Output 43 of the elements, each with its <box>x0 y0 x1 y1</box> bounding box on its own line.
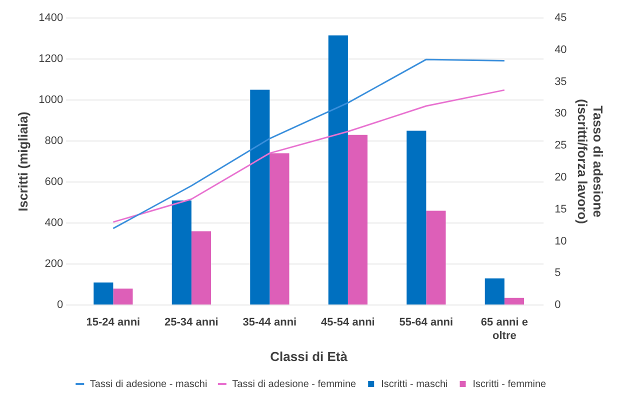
y-tick-label: 400 <box>44 217 64 230</box>
legend-label: Iscritti - femmine <box>472 378 547 390</box>
y-tick-label: 1000 <box>38 94 64 106</box>
y2-tick-label: 30 <box>554 108 567 120</box>
y-tick-label: 600 <box>44 176 64 188</box>
bar <box>172 200 192 304</box>
x-tick-label: 55-64 anni <box>399 316 454 329</box>
x-tick-label: 45-54 anni <box>321 316 375 329</box>
bar <box>406 130 426 304</box>
bar <box>191 231 212 304</box>
x-tick-label: 25-34 anni <box>164 316 218 329</box>
x-tick-label: 65 anni e oltre <box>480 316 528 342</box>
y2-tick-label: 5 <box>554 267 561 280</box>
y2-tick-label: 25 <box>554 140 567 152</box>
x-tick-label: 15-24 anni <box>86 316 140 329</box>
bar <box>328 35 348 304</box>
y2-axis-title: Tasso di adesione (iscritti/forza lavoro) <box>575 99 606 224</box>
bar <box>270 153 290 304</box>
legend-label: Iscritti - maschi <box>381 378 448 390</box>
bar <box>94 282 114 304</box>
y2-tick-label: 10 <box>554 235 567 248</box>
legend-label: Tassi di adesione - femmine <box>232 378 357 390</box>
y-tick-label: 0 <box>56 299 64 312</box>
y-tick-label: 1200 <box>38 53 64 66</box>
legend-label: Tassi di adesione - maschi <box>90 378 208 390</box>
y2-tick-label: 45 <box>554 12 567 24</box>
y2-tick-label: 20 <box>554 171 567 184</box>
y-tick-label: 800 <box>44 135 64 148</box>
y-tick-label: 1400 <box>38 12 64 24</box>
bar <box>348 134 368 304</box>
bar <box>250 90 270 304</box>
bar <box>113 288 133 304</box>
y-tick-label: 200 <box>44 258 64 270</box>
bar <box>484 278 504 304</box>
y2-tick-label: 0 <box>554 299 561 312</box>
y2-tick-label: 40 <box>554 44 567 56</box>
y2-tick-label: 15 <box>554 203 567 216</box>
bar <box>504 298 524 304</box>
bar <box>426 210 446 304</box>
x-axis-title: Classi di Età <box>270 348 348 364</box>
y2-tick-label: 35 <box>554 76 567 88</box>
y-axis-title: Iscritti (migliaia) <box>15 112 30 212</box>
x-tick-label: 35-44 anni <box>242 316 297 329</box>
